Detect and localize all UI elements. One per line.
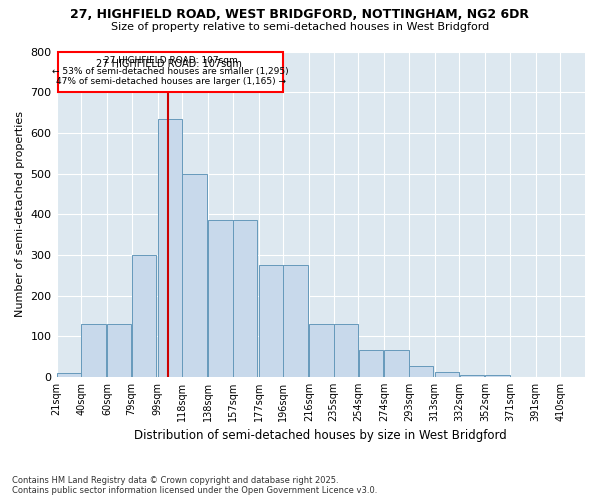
Bar: [359, 350, 383, 377]
Bar: [485, 375, 509, 377]
Text: 47% of semi-detached houses are larger (1,165) →: 47% of semi-detached houses are larger (…: [56, 77, 286, 86]
Bar: [460, 375, 484, 377]
X-axis label: Distribution of semi-detached houses by size in West Bridgford: Distribution of semi-detached houses by …: [134, 430, 507, 442]
Text: 27 HIGHFIELD ROAD: 107sqm: 27 HIGHFIELD ROAD: 107sqm: [104, 56, 238, 65]
Bar: [283, 265, 308, 377]
Bar: [385, 350, 409, 377]
Bar: [334, 324, 358, 377]
Bar: [409, 366, 433, 377]
Bar: [259, 265, 283, 377]
Y-axis label: Number of semi-detached properties: Number of semi-detached properties: [15, 111, 25, 317]
Bar: [132, 255, 156, 377]
Text: Contains HM Land Registry data © Crown copyright and database right 2025.
Contai: Contains HM Land Registry data © Crown c…: [12, 476, 377, 495]
Text: 27, HIGHFIELD ROAD, WEST BRIDGFORD, NOTTINGHAM, NG2 6DR: 27, HIGHFIELD ROAD, WEST BRIDGFORD, NOTT…: [71, 8, 530, 20]
Bar: [208, 220, 233, 377]
Bar: [107, 324, 131, 377]
Bar: [310, 324, 334, 377]
Bar: [435, 372, 459, 377]
Text: 27 HIGHFIELD ROAD: 107sqm: 27 HIGHFIELD ROAD: 107sqm: [96, 58, 242, 68]
Bar: [233, 220, 257, 377]
Bar: [82, 324, 106, 377]
Text: ← 53% of semi-detached houses are smaller (1,295): ← 53% of semi-detached houses are smalle…: [52, 66, 289, 76]
Bar: [58, 52, 283, 92]
Bar: [182, 174, 206, 377]
Bar: [57, 373, 81, 377]
Text: Size of property relative to semi-detached houses in West Bridgford: Size of property relative to semi-detach…: [111, 22, 489, 32]
Bar: [158, 118, 182, 377]
